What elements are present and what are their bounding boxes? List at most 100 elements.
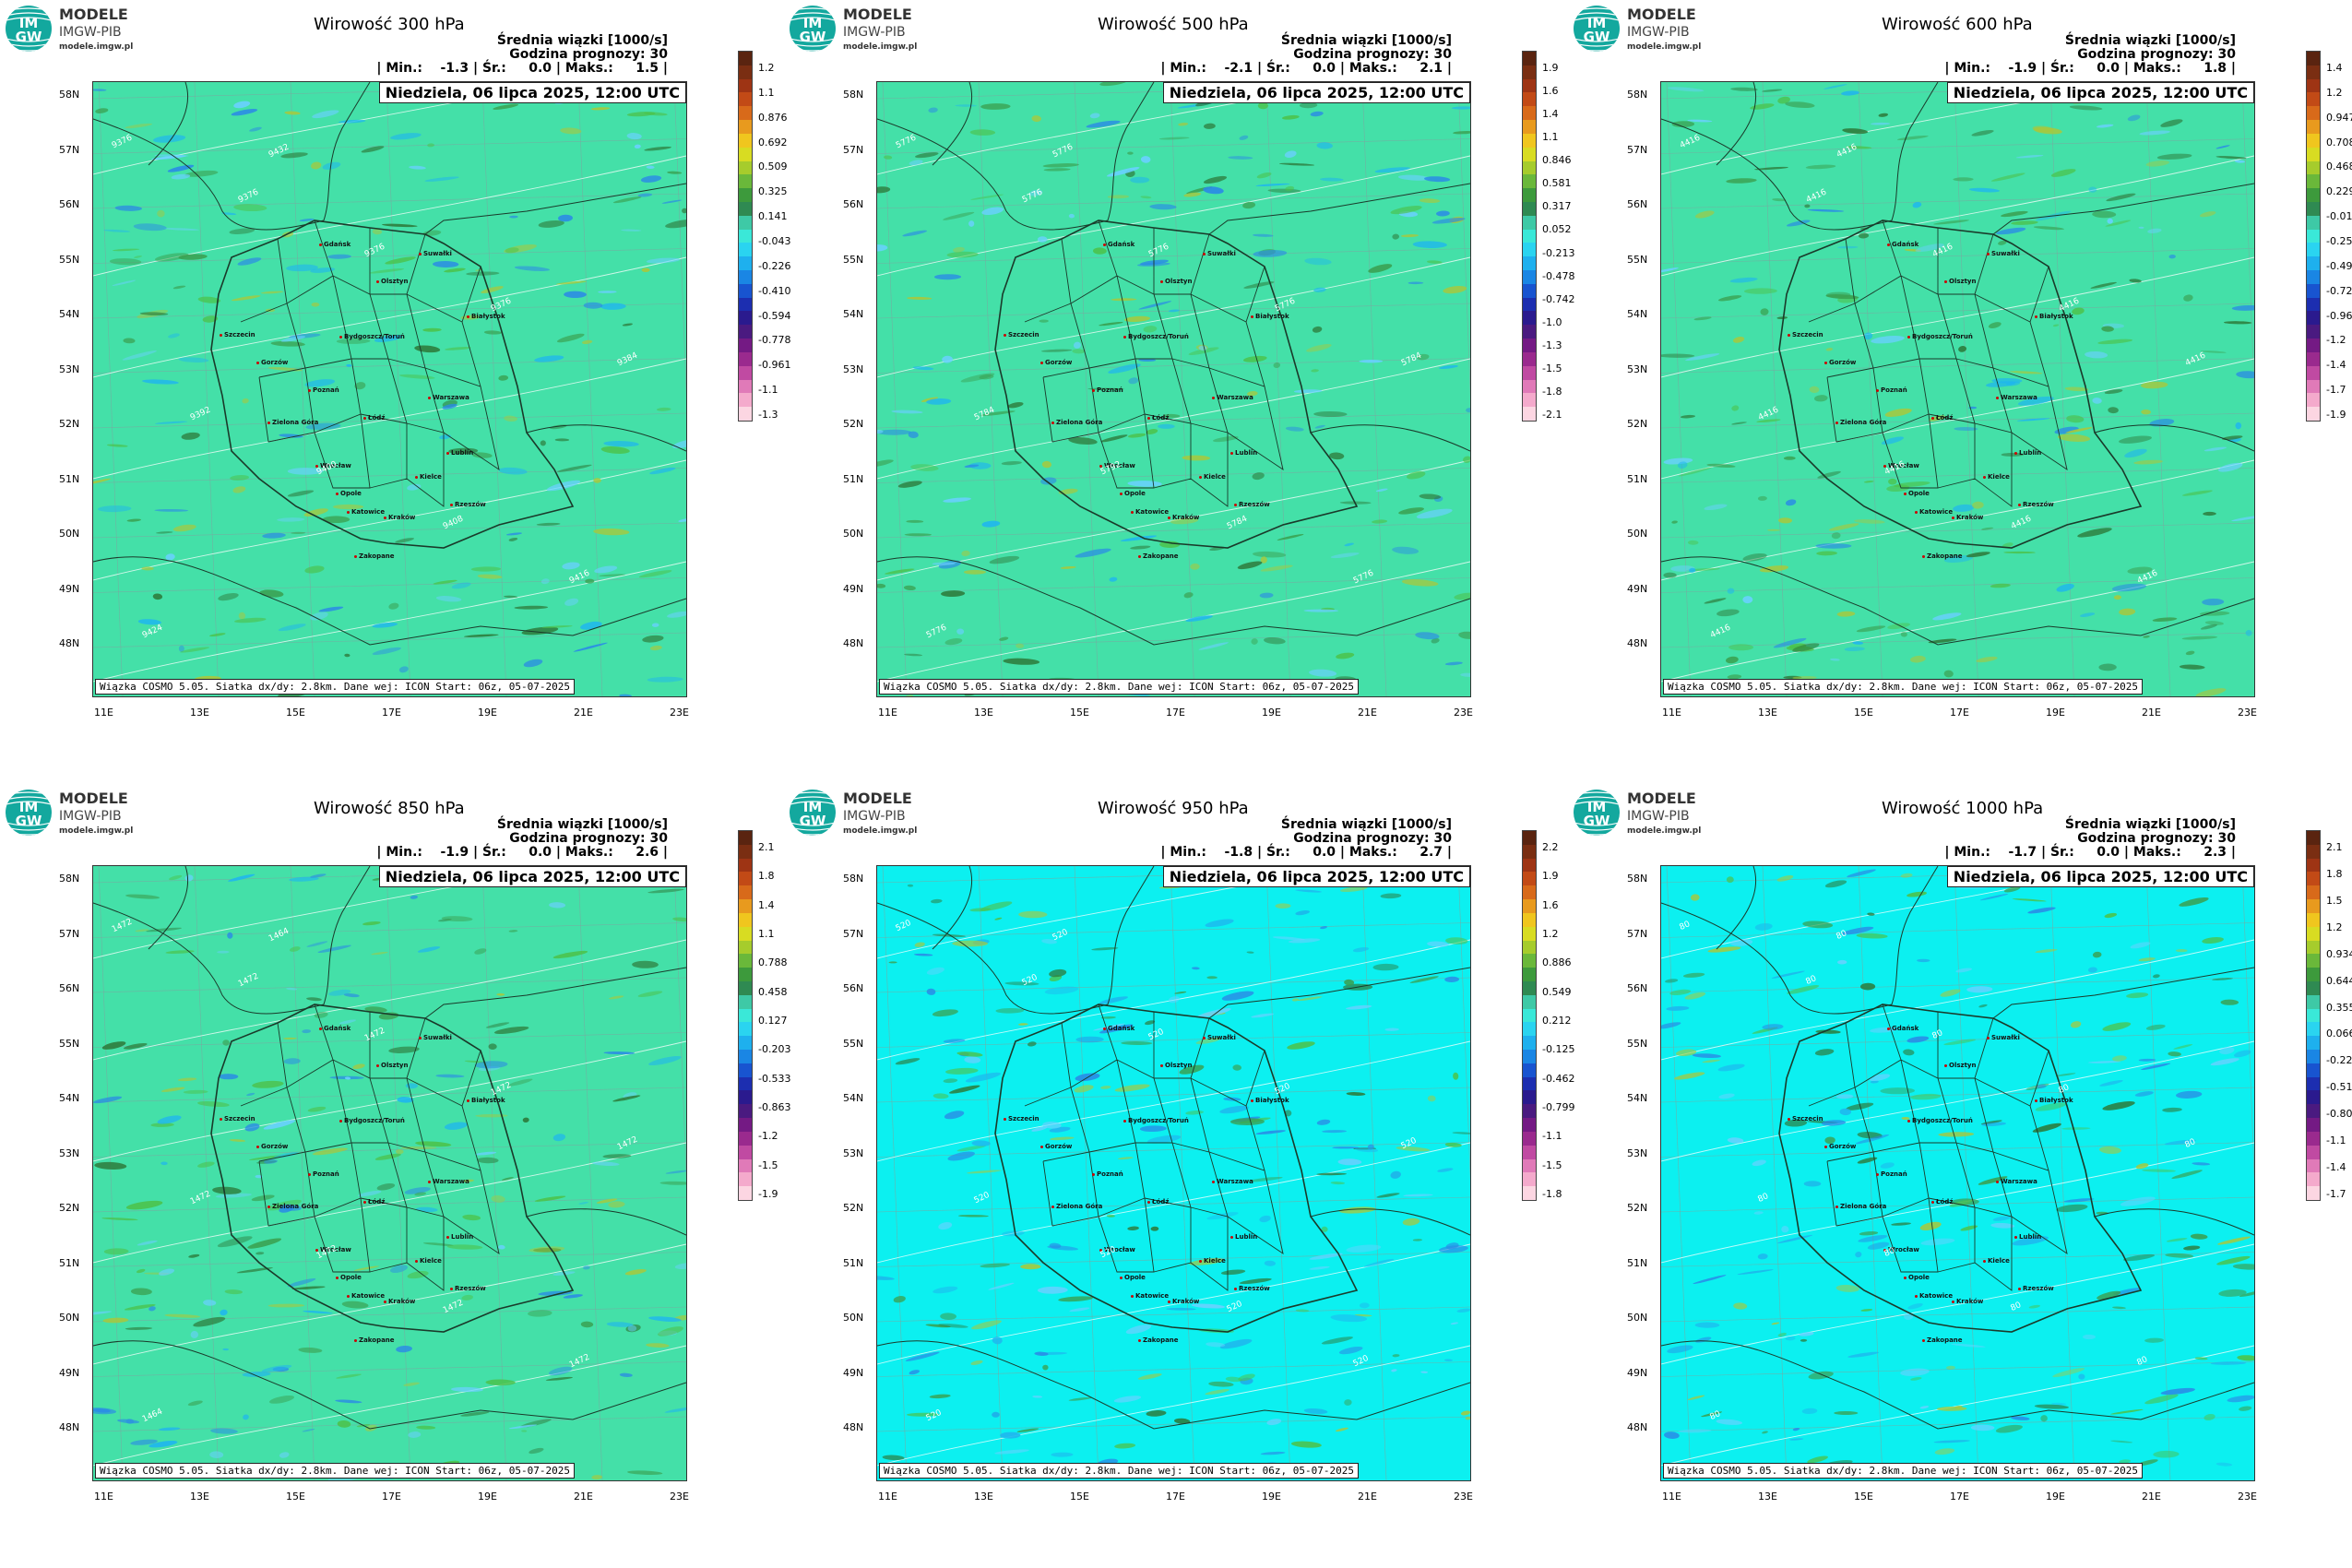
latitude-label: 52N [59,1202,80,1214]
city-label: Bydgoszcz/Toruń [1907,333,1973,340]
city-label: Opole [336,490,362,497]
colorbar-label: -1.8 [1542,1188,1562,1200]
city-label: Bydgoszcz/Toruń [1123,333,1189,340]
latitude-label: 54N [1627,308,1648,320]
latitude-label: 55N [1627,253,1648,266]
longitude-label: 15E [286,707,305,719]
latitude-label: 54N [843,1092,864,1104]
colorbar-label: -0.863 [758,1101,791,1113]
longitude-label: 17E [382,707,401,719]
logo-badge-top: IM [19,799,39,815]
colorbar-label: 0.127 [758,1015,788,1027]
latitude-label: 51N [59,1256,80,1269]
latitude-label: 48N [59,1421,80,1433]
colorbar-label: 0.325 [758,185,788,198]
logo-text: MODELE IMGW-PIB modele.imgw.pl [59,6,133,52]
latitude-label: 49N [59,1366,80,1379]
colorbar-label: -1.3 [758,409,778,421]
logo-badge-top: IM [1587,15,1607,31]
city-label: Szczecin [1004,331,1039,339]
colorbar-label: 1.2 [2326,86,2343,99]
city-label: Gorzów [255,1143,289,1150]
map-field [93,866,686,1480]
colorbar-label: -0.478 [1542,269,1575,282]
logo-badge-top: IM [803,15,823,31]
colorbar-label: 0.846 [1542,154,1572,167]
city-label: Zielona Góra [1835,419,1887,426]
city-label: Kielce [1983,473,2010,481]
colorbar-label: 1.6 [1542,898,1559,911]
longitude-label: 17E [1166,1491,1185,1503]
logo-line3: modele.imgw.pl [1627,42,1702,52]
longitude-label: 23E [2238,707,2257,719]
city-label: Suwałki [1987,1034,2020,1041]
colorbar-label: -1.3 [1542,339,1562,351]
latitude-label: 48N [843,637,864,649]
city-label: Warszawa [428,1178,469,1185]
latitude-label: 58N [843,873,864,885]
latitude-label: 58N [59,873,80,885]
latitude-label: 49N [1627,582,1648,595]
colorbar-label: -1.5 [1542,1158,1562,1171]
latitude-label: 55N [843,1037,864,1050]
city-label: Kielce [1199,473,1226,481]
map-field [877,82,1470,696]
longitude-label: 23E [1454,1491,1473,1503]
colorbar-label: -0.594 [758,309,791,322]
latitude-label: 56N [843,982,864,994]
city-label: Szczecin [220,1115,255,1123]
city-label: Rzeszów [450,501,486,508]
logo-line2: IMGW-PIB [1627,809,1690,824]
city-label: Bydgoszcz/Toruń [1123,1117,1189,1124]
city-label: Rzeszów [450,1285,486,1292]
logo-text: MODELE IMGW-PIB modele.imgw.pl [1627,790,1701,836]
latitude-label: 54N [843,308,864,320]
logo-line2: IMGW-PIB [59,809,122,824]
latitude-label: 49N [843,1366,864,1379]
colorbar-label: -1.9 [2326,409,2346,421]
city-label: Zakopane [1138,552,1179,560]
longitude-label: 21E [574,707,593,719]
subtitle: Średnia wiązki [1000/s] [1280,33,1452,48]
colorbar-label: 1.2 [2326,921,2343,933]
forecast-hour: Godzina prognozy: 30 [2077,831,2236,846]
map-field [877,866,1470,1480]
longitude-label: 21E [2142,1491,2161,1503]
latitude-label: 51N [59,472,80,485]
logo-line1: MODELE [1627,790,1696,807]
subtitle: Średnia wiązki [1000/s] [2064,33,2236,48]
longitude-label: 19E [2046,1491,2065,1503]
latitude-label: 53N [843,362,864,375]
colorbar-label: -0.778 [758,334,791,347]
subtitle: Średnia wiązki [1000/s] [496,33,668,48]
latitude-label: 54N [59,1092,80,1104]
city-label: Wrocław [315,462,351,469]
colorbar-label: 1.2 [1542,928,1559,940]
latitude-label: 56N [59,982,80,994]
longitude-label: 23E [2238,1491,2257,1503]
min-mean-max: | Min.: -1.9 | Śr.: 0.0 | Maks.: 2.6 | [376,845,668,860]
colorbar-label: 1.9 [1542,62,1559,74]
colorbar-label: -0.742 [1542,292,1575,305]
city-label: Lublin [2013,449,2042,457]
city-label: Szczecin [1004,1115,1039,1123]
city-label: Warszawa [1996,1178,2037,1185]
latitude-label: 57N [1627,143,1648,156]
colorbar-label: -0.462 [1542,1072,1575,1085]
city-label: Olsztyn [1943,1062,1977,1069]
min-mean-max: | Min.: -1.9 | Śr.: 0.0 | Maks.: 1.8 | [1944,61,2236,76]
latitude-label: 58N [1627,873,1648,885]
colorbar-label: -0.410 [758,284,791,297]
city-label: Poznań [1092,386,1123,394]
longitude-label: 15E [1070,1491,1089,1503]
logo-line2: IMGW-PIB [843,25,906,40]
colorbar-label: -0.250 [2326,235,2352,247]
longitude-label: 13E [190,1491,209,1503]
city-label: Kraków [1951,1298,1984,1305]
colorbar-label: -1.7 [2326,384,2346,397]
city-label: Warszawa [1212,1178,1253,1185]
colorbar-label: 0.549 [1542,985,1572,998]
colorbar-label: 0.052 [1542,223,1572,236]
logo-badge-bottom: GW [800,29,826,45]
forecast-date: Niedziela, 06 lipca 2025, 12:00 UTC [378,82,686,103]
